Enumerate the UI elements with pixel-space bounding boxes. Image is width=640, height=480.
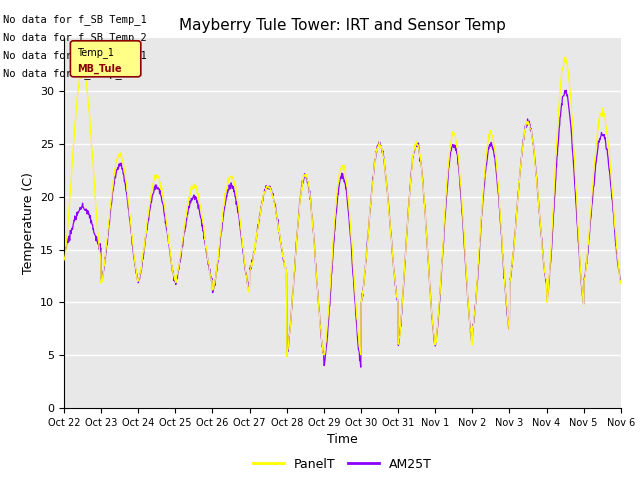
X-axis label: Time: Time — [327, 433, 358, 446]
Y-axis label: Temperature (C): Temperature (C) — [22, 172, 35, 274]
Text: No data for f_Temp_2: No data for f_Temp_2 — [3, 68, 128, 79]
Title: Mayberry Tule Tower: IRT and Sensor Temp: Mayberry Tule Tower: IRT and Sensor Temp — [179, 18, 506, 33]
Text: No data for f_SB Temp_1: No data for f_SB Temp_1 — [3, 13, 147, 24]
Text: No data for f_SB Temp_2: No data for f_SB Temp_2 — [3, 32, 147, 43]
Text: MB_Tule: MB_Tule — [77, 64, 122, 74]
Legend: PanelT, AM25T: PanelT, AM25T — [248, 453, 437, 476]
Text: No data for f_IR Temp_1: No data for f_IR Temp_1 — [3, 50, 147, 61]
Text: Temp_1: Temp_1 — [77, 47, 114, 58]
